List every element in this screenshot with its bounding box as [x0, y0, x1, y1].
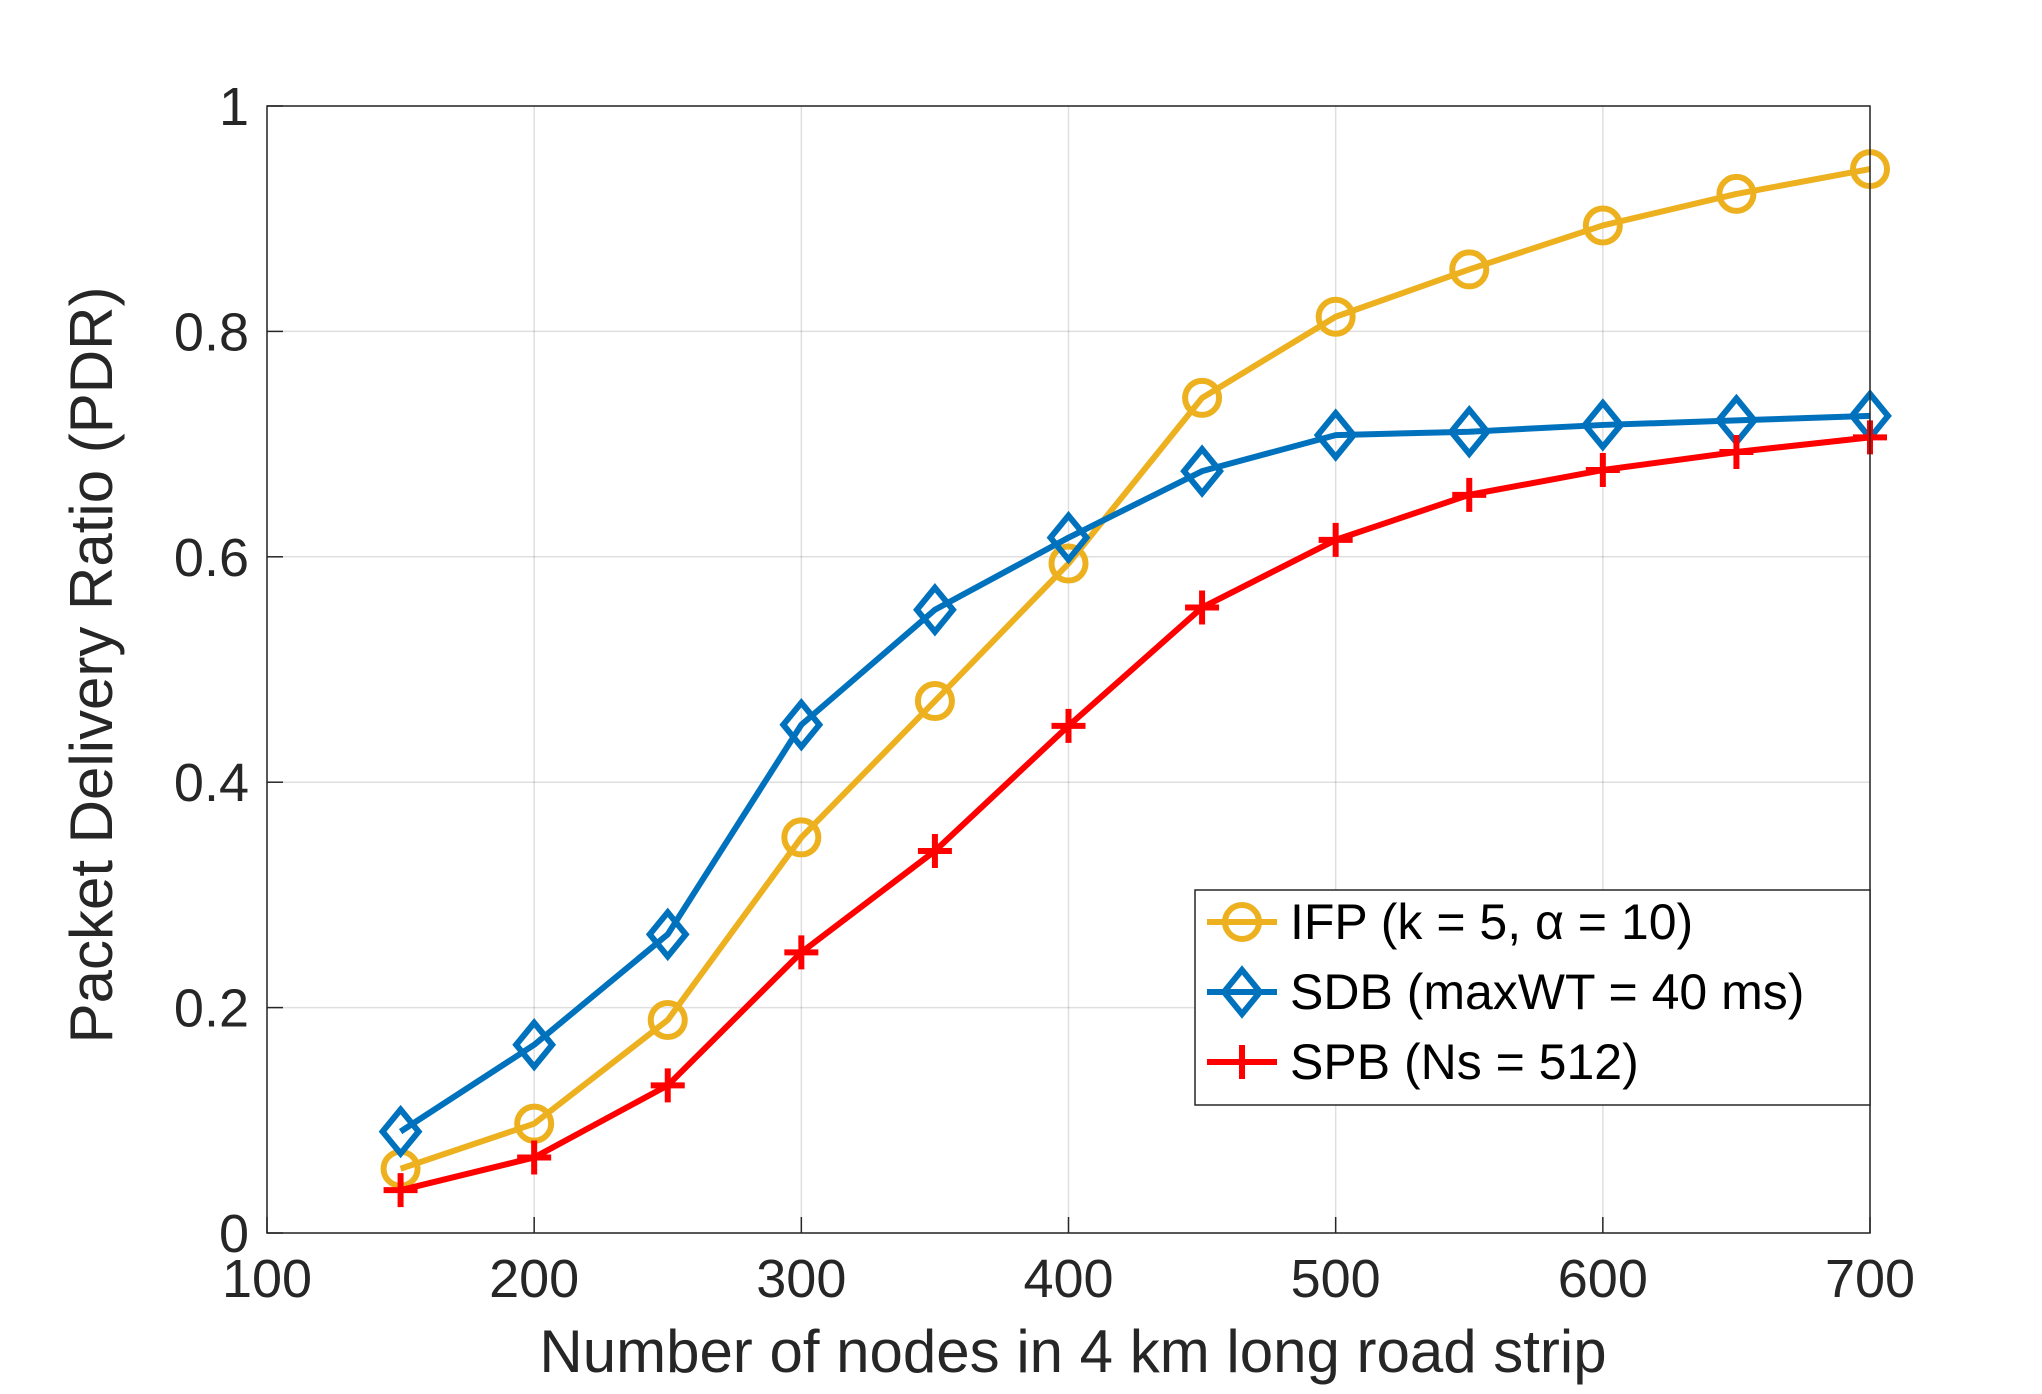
legend-item: IFP (k = 5, α = 10)	[1207, 894, 1693, 950]
y-tick-label: 0.2	[174, 979, 249, 1039]
plus-marker	[650, 1068, 685, 1103]
x-tick-label: 300	[756, 1249, 846, 1309]
circle-marker	[781, 817, 822, 858]
diamond-marker	[1447, 404, 1492, 459]
plot-series	[378, 149, 1892, 1208]
diamond-marker	[645, 907, 690, 962]
circle-marker	[1222, 902, 1262, 942]
x-tick-label: 500	[1291, 1249, 1381, 1309]
circle-marker	[1716, 173, 1757, 214]
plus-marker	[1225, 1045, 1259, 1079]
diamond-marker	[779, 697, 824, 752]
plus-marker	[1585, 453, 1620, 488]
y-axis-label: Packet Delivery Ratio (PDR)	[58, 287, 125, 1044]
circle-marker	[1048, 543, 1089, 584]
series-line	[398, 412, 1871, 1135]
legend-item: SPB (Ns = 512)	[1207, 1034, 1639, 1090]
plus-marker	[917, 833, 952, 868]
plus-marker	[1452, 477, 1487, 512]
series-line	[399, 166, 1871, 1172]
series-circle	[380, 149, 1890, 1189]
y-tick-label: 0.8	[174, 302, 249, 362]
circle-marker	[1582, 205, 1623, 246]
legend-label: SPB (Ns = 512)	[1290, 1034, 1639, 1090]
plus-marker	[1719, 434, 1754, 469]
plus-marker	[784, 935, 819, 970]
circle-marker	[914, 681, 955, 722]
legend-label: SDB (maxWT = 40 ms)	[1290, 964, 1804, 1020]
legend-label: IFP (k = 5, α = 10)	[1290, 894, 1693, 950]
diamond-marker	[1580, 398, 1625, 452]
plus-marker	[517, 1140, 552, 1175]
x-tick-label: 700	[1825, 1249, 1915, 1309]
x-tick-label: 400	[1023, 1249, 1113, 1309]
legend-box	[1194, 889, 1871, 1106]
x-tick-label: 100	[222, 1249, 312, 1309]
y-tick-label: 0	[219, 1204, 249, 1264]
circle-marker	[1182, 377, 1223, 418]
series-plus	[383, 420, 1887, 1208]
circle-marker	[1449, 249, 1490, 290]
diamond-marker	[1180, 444, 1224, 498]
circle-marker	[1315, 296, 1356, 337]
diamond-marker	[913, 583, 957, 637]
diamond-marker	[378, 1104, 423, 1159]
series-line	[399, 434, 1871, 1194]
diamond-marker	[1046, 510, 1091, 565]
legend-item: SDB (maxWT = 40 ms)	[1207, 964, 1804, 1020]
y-tick-label: 1	[219, 77, 249, 137]
diamond-marker	[512, 1018, 557, 1072]
plus-marker	[383, 1173, 418, 1208]
legend: IFP (k = 5, α = 10) SDB (maxWT = 40 ms) SP…	[1194, 889, 1871, 1106]
plus-marker	[1185, 590, 1220, 625]
circle-marker	[647, 999, 688, 1040]
x-tick-label: 600	[1558, 1249, 1648, 1309]
series-diamond	[378, 389, 1892, 1159]
axis-ticks: 100 200 300 400 500 600 700 0 0.2 0.4 0.6 0.8 1	[174, 77, 1915, 1309]
x-axis-label: Number of nodes in 4 km long road strip	[539, 1318, 1606, 1385]
y-tick-label: 0.4	[174, 753, 249, 813]
plus-marker	[1051, 708, 1086, 743]
diamond-marker	[1220, 965, 1264, 1019]
plus-marker	[1318, 522, 1353, 557]
x-tick-label: 200	[489, 1249, 579, 1309]
diamond-marker	[1313, 408, 1358, 462]
y-tick-label: 0.6	[174, 528, 249, 588]
